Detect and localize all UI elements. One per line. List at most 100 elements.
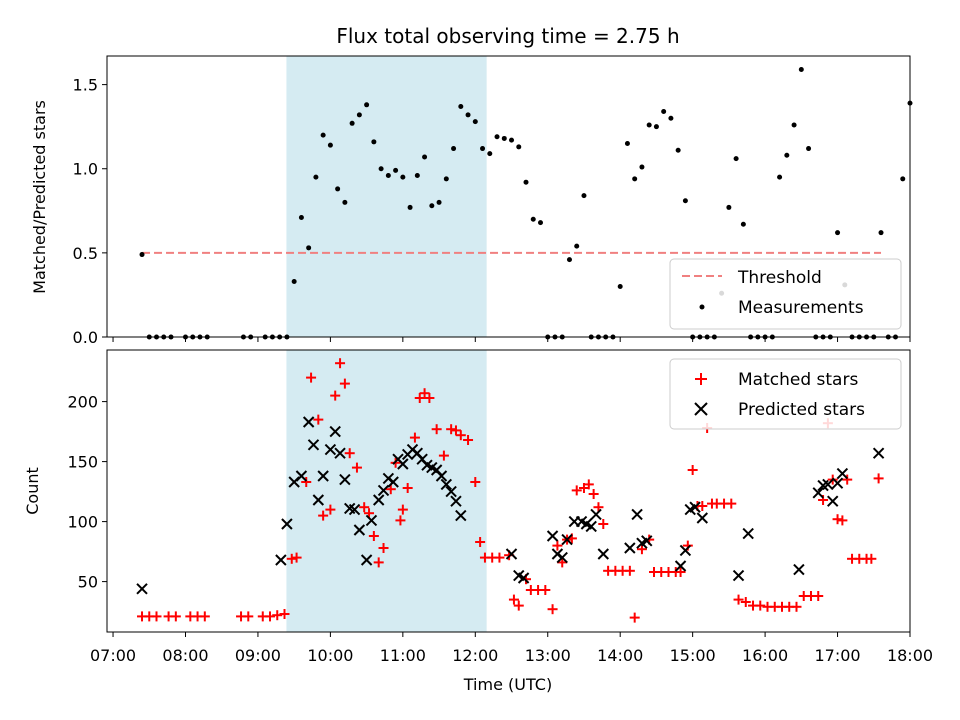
matched-star-point: [866, 553, 877, 564]
top-y-axis-label: Matched/Predicted stars: [30, 100, 49, 294]
measurement-point: [537, 220, 543, 226]
top-x-ticks: [112, 337, 911, 342]
predicted-star-point: [377, 484, 390, 497]
matched-star-point: [438, 450, 449, 461]
predicted-star-point: [435, 470, 448, 482]
predicted-star-point: [387, 476, 399, 488]
predicted-star-point: [517, 572, 530, 584]
predicted-star-point: [689, 501, 701, 513]
measurement-point: [313, 174, 319, 180]
bottom-legend: Matched stars Predicted stars: [669, 358, 902, 430]
predicted-star-point: [281, 518, 293, 530]
predicted-star-point: [136, 583, 148, 595]
matched-star-point: [272, 610, 283, 621]
predicted-star-point: [353, 524, 366, 536]
measurement-point: [291, 278, 297, 284]
top-legend-box: [669, 258, 902, 330]
matched-star-point: [359, 502, 370, 513]
predicted-star-point: [561, 533, 573, 546]
measurements-legend-swatch: [699, 304, 705, 310]
measurement-point: [494, 134, 500, 140]
matched-star-point: [409, 432, 420, 443]
measurement-point: [458, 103, 464, 109]
measurement-point: [639, 164, 645, 170]
measurement-point: [139, 252, 145, 258]
measurement-point: [900, 176, 906, 182]
matched-star-point: [385, 484, 396, 495]
matched-star-point: [397, 504, 408, 515]
x-tick-label: 18:00: [887, 646, 933, 665]
measurement-point: [443, 176, 449, 182]
measurement-point: [733, 156, 739, 162]
matched-star-point: [463, 435, 474, 445]
matched-star-point: [335, 358, 346, 369]
x-tick-label: 11:00: [380, 646, 426, 665]
predicted-star-point: [317, 470, 329, 482]
matched-star-point: [629, 612, 640, 623]
top-plot-frame: [106, 55, 911, 338]
measurement-point: [740, 221, 746, 227]
measurement-point: [385, 172, 391, 178]
predicted-star-point: [348, 503, 361, 516]
matched-star-point: [402, 483, 413, 493]
measurement-point: [653, 124, 659, 130]
predicted-star-point: [585, 520, 597, 533]
bottom-plot-frame: [106, 349, 911, 633]
measurement-point: [675, 147, 681, 153]
y-tick-label: 1.5: [73, 76, 98, 95]
predicted-star-point: [275, 554, 287, 566]
matched-star-point: [364, 508, 375, 519]
predicted-star-point: [793, 563, 805, 576]
predicted-star-point: [445, 485, 457, 498]
predicted-star-point: [812, 487, 824, 499]
matched-star-point: [301, 477, 312, 487]
matched-star-point: [813, 591, 824, 601]
y-tick-label: 100: [67, 513, 98, 532]
matched-star-point: [494, 552, 505, 563]
y-tick-label: 200: [67, 393, 98, 412]
matched-star-point: [470, 477, 481, 487]
bottom-y-ticks: 50 100 150 200: [67, 393, 107, 592]
matched-star-point: [588, 489, 599, 499]
matched-star-point: [624, 565, 635, 576]
y-tick-label: 0.5: [73, 244, 98, 263]
matched-star-point: [378, 543, 389, 553]
matched-star-point: [446, 424, 457, 435]
predicted-star-point: [732, 569, 745, 582]
measurement-point: [472, 119, 478, 125]
measurement-point: [509, 137, 515, 143]
x-axis-label: Time (UTC): [463, 675, 552, 694]
measurement-point: [668, 115, 674, 121]
matched-star-point: [286, 553, 297, 564]
matched-star-point: [306, 372, 317, 383]
matched-star-point: [837, 515, 848, 526]
measurement-point: [371, 139, 377, 145]
measurement-point: [465, 112, 471, 118]
measurement-point: [661, 109, 667, 115]
y-tick-label: 1.0: [73, 160, 98, 179]
measurement-point: [682, 198, 688, 204]
measurement-point: [777, 174, 783, 180]
measurement-point: [487, 151, 493, 157]
measurement-point: [646, 122, 652, 128]
predicted-star-point: [641, 535, 653, 547]
matched-star-point: [419, 388, 430, 399]
x-tick-label: 12:00: [452, 646, 498, 665]
measurement-point: [501, 135, 507, 141]
measurement-point: [784, 152, 790, 158]
predicted-star-point: [312, 494, 325, 506]
measurement-point: [436, 199, 442, 205]
matched-star-point: [675, 567, 686, 577]
y-tick-label: 0.0: [73, 328, 98, 347]
predicted-star-point: [397, 458, 409, 470]
measurement-point: [393, 167, 399, 173]
predicted-star-point: [624, 542, 636, 554]
matched-star-point: [455, 430, 466, 441]
matched-star-point: [414, 393, 425, 403]
predicted-star-point: [822, 478, 834, 491]
matched-star-point: [571, 485, 582, 496]
measurement-point: [451, 146, 457, 152]
matched-star-point: [733, 594, 744, 605]
measurement-point: [617, 284, 623, 290]
predicted-star-point: [372, 494, 385, 506]
